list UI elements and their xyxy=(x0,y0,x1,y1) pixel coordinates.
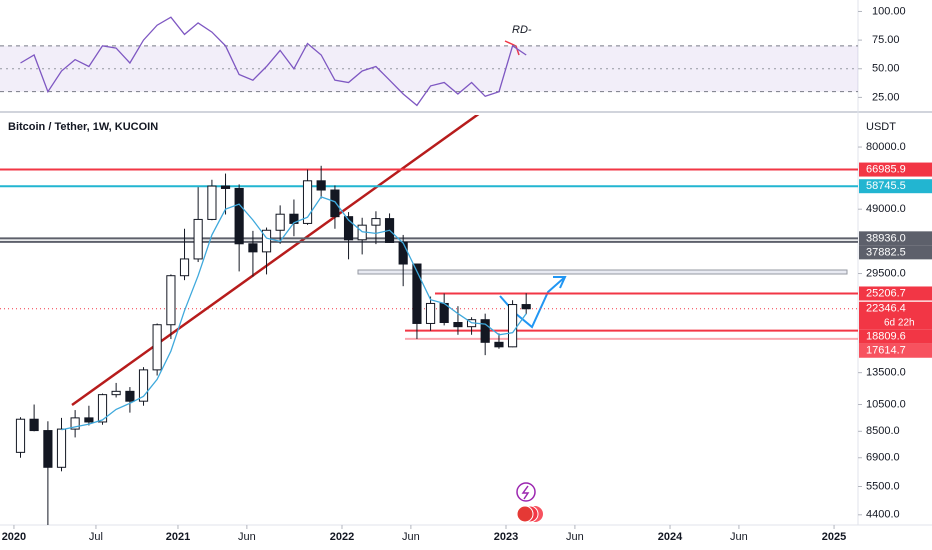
level-label: 58745.5 xyxy=(866,180,906,192)
y-tick-label: 13500.0 xyxy=(866,367,906,379)
y-tick-label: 10500.0 xyxy=(866,398,906,410)
moving-average xyxy=(61,196,527,431)
rsi-tick-label: 25.00 xyxy=(872,91,900,103)
x-tick-label: 2024 xyxy=(658,531,683,543)
candle-body xyxy=(480,319,490,343)
candle-body xyxy=(248,243,258,253)
rsi-band xyxy=(0,45,858,92)
x-tick-label: 2021 xyxy=(166,531,190,543)
x-tick-label: Jul xyxy=(89,531,103,543)
rsi-tick-label: 75.00 xyxy=(872,34,900,46)
y-tick-label: 80000.0 xyxy=(866,141,906,153)
y-tick-label: 5500.0 xyxy=(866,480,900,492)
candle-body xyxy=(494,341,504,348)
level-label-box xyxy=(859,343,932,358)
news-icon-1[interactable] xyxy=(516,505,534,523)
candle-body xyxy=(111,390,121,396)
trend-line xyxy=(71,115,480,407)
candle-body xyxy=(398,241,408,265)
event-icon[interactable] xyxy=(516,482,536,502)
level-label-box xyxy=(859,179,932,194)
candle-body xyxy=(15,418,26,453)
candle-body xyxy=(521,304,531,310)
x-tick-label: 2022 xyxy=(330,531,354,543)
rsi-pane xyxy=(0,16,858,107)
candle-body xyxy=(179,258,190,277)
x-tick-label: 2020 xyxy=(2,531,26,543)
candle-body xyxy=(453,322,463,328)
level-label: 18809.6 xyxy=(866,331,906,343)
candle-body xyxy=(125,390,135,402)
x-tick-label: 2023 xyxy=(494,531,518,543)
level-label-box xyxy=(859,162,932,177)
candle-body xyxy=(330,189,340,218)
level-label: 25206.7 xyxy=(866,287,906,299)
candle-body xyxy=(316,180,326,191)
candle-body xyxy=(425,302,436,324)
x-tick-label: Jun xyxy=(402,531,420,543)
candle-body xyxy=(234,187,244,245)
candle-body xyxy=(84,417,94,423)
projection-arrow xyxy=(553,276,567,289)
x-tick-label: Jun xyxy=(566,531,584,543)
level-label: 66985.9 xyxy=(866,163,906,175)
candle-body xyxy=(70,417,80,430)
candle-body xyxy=(220,185,231,189)
candle-body xyxy=(29,418,39,432)
y-tick-label: 8500.0 xyxy=(866,425,900,437)
y-tick-label: 49000.0 xyxy=(866,203,906,215)
y-tick-label: 4400.0 xyxy=(866,509,900,521)
candle-body xyxy=(302,180,313,224)
candle-body xyxy=(97,394,108,423)
candle-body xyxy=(56,428,67,468)
y-tick-label: 6900.0 xyxy=(866,452,900,464)
axis-unit: USDT xyxy=(866,121,896,133)
candle-body xyxy=(412,263,422,324)
level-label: 22346.4 xyxy=(866,303,906,315)
candle-body xyxy=(193,218,203,260)
rsi-tick-label: 100.00 xyxy=(872,5,906,17)
y-tick-label: 29500.0 xyxy=(866,267,906,279)
x-tick-label: 2025 xyxy=(822,531,846,543)
level-label-box xyxy=(859,286,932,301)
level-label-box xyxy=(859,301,932,330)
rsi-tick-label: 50.00 xyxy=(872,63,900,75)
candle-body xyxy=(152,324,162,371)
price-pane xyxy=(0,165,858,525)
candle-body xyxy=(343,216,354,241)
candle-body xyxy=(207,185,217,220)
candle-body xyxy=(138,369,149,402)
chart-title: Bitcoin / Tether, 1W, KUCOIN xyxy=(8,121,158,133)
candle-body xyxy=(371,218,381,226)
countdown: 6d 22h xyxy=(884,317,915,328)
candle-body xyxy=(43,430,53,468)
level-label-box xyxy=(859,231,932,246)
level-label-box xyxy=(859,245,932,260)
candle-body xyxy=(275,213,285,231)
level-label: 38936.0 xyxy=(866,232,906,244)
level-label: 37882.5 xyxy=(866,246,906,258)
candle-body xyxy=(166,275,176,326)
event-icon-bolt xyxy=(521,485,530,500)
candle-body xyxy=(507,304,518,348)
candle-body xyxy=(261,229,272,253)
x-tick-label: Jun xyxy=(238,531,256,543)
rsi-annotation: RD- xyxy=(512,24,532,36)
x-tick-label: Jun xyxy=(730,531,748,543)
axes: 80000.0 49000.0 29500.0 13500.0 10500.0 8500.… xyxy=(2,5,932,543)
level-label-box xyxy=(859,329,932,344)
rsi-line xyxy=(20,16,527,107)
resistance-zone xyxy=(357,269,848,275)
level-label: 17614.7 xyxy=(866,345,906,357)
